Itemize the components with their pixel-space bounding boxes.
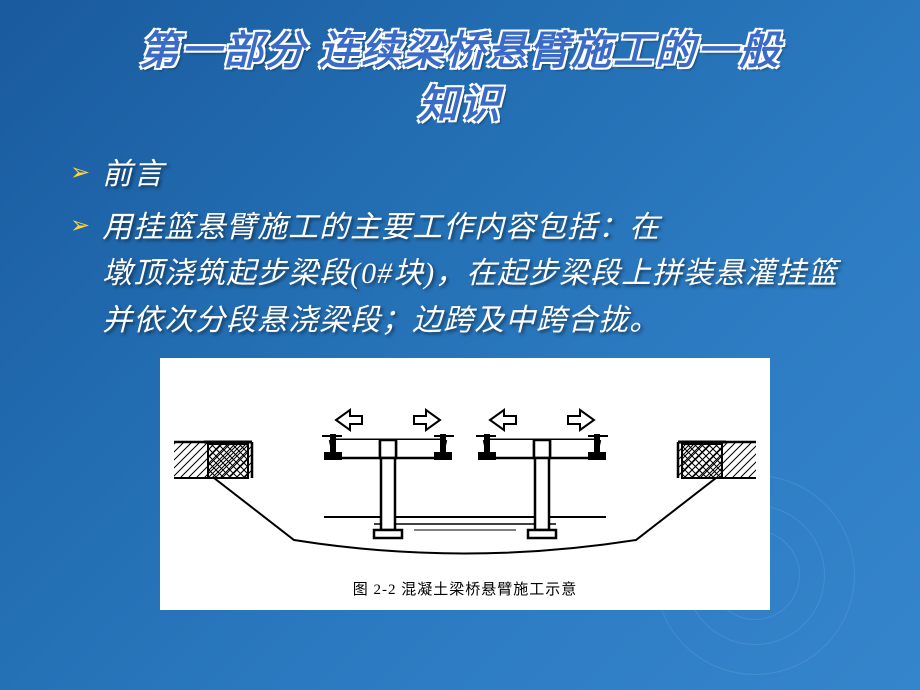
- bullet-first-line: 用挂篮悬臂施工的主要工作内容包括：在: [102, 211, 660, 244]
- pier-2: [476, 434, 608, 538]
- title-line-2: 知识: [418, 82, 502, 127]
- figure-caption: 图 2-2 混凝土梁桥悬臂施工示意: [174, 578, 756, 599]
- bullet-text: 前言: [102, 152, 164, 199]
- bullet-first-line: 前言: [102, 158, 164, 191]
- pier-1: [322, 434, 454, 538]
- left-abutment: [208, 444, 248, 478]
- title-line-1: 第一部分 连续梁桥悬臂施工的一般: [139, 28, 781, 73]
- right-abutment: [682, 444, 722, 478]
- bullet-item: ➢ 前言: [70, 152, 860, 199]
- bridge-diagram: [174, 372, 756, 572]
- bullet-rest: 墩顶浇筑起步梁段(0#块)，在起步梁段上拼装悬灌挂篮并依次分段悬浇梁段；边跨及中…: [102, 251, 860, 344]
- bullet-text: 用挂篮悬臂施工的主要工作内容包括：在 墩顶浇筑起步梁段(0#块)，在起步梁段上拼…: [102, 205, 860, 345]
- figure-container: 图 2-2 混凝土梁桥悬臂施工示意: [160, 358, 770, 610]
- arrow-left-2: [490, 410, 516, 430]
- riverbed-line: [174, 478, 756, 554]
- arrow-right-2: [568, 410, 594, 430]
- chevron-right-icon: ➢: [70, 158, 90, 187]
- arrow-left-1: [336, 410, 362, 430]
- chevron-right-icon: ➢: [70, 211, 90, 240]
- arrow-right-1: [414, 410, 440, 430]
- bullet-item: ➢ 用挂篮悬臂施工的主要工作内容包括：在 墩顶浇筑起步梁段(0#块)，在起步梁段…: [70, 205, 860, 345]
- slide-title: 第一部分 连续梁桥悬臂施工的一般 知识: [0, 0, 920, 148]
